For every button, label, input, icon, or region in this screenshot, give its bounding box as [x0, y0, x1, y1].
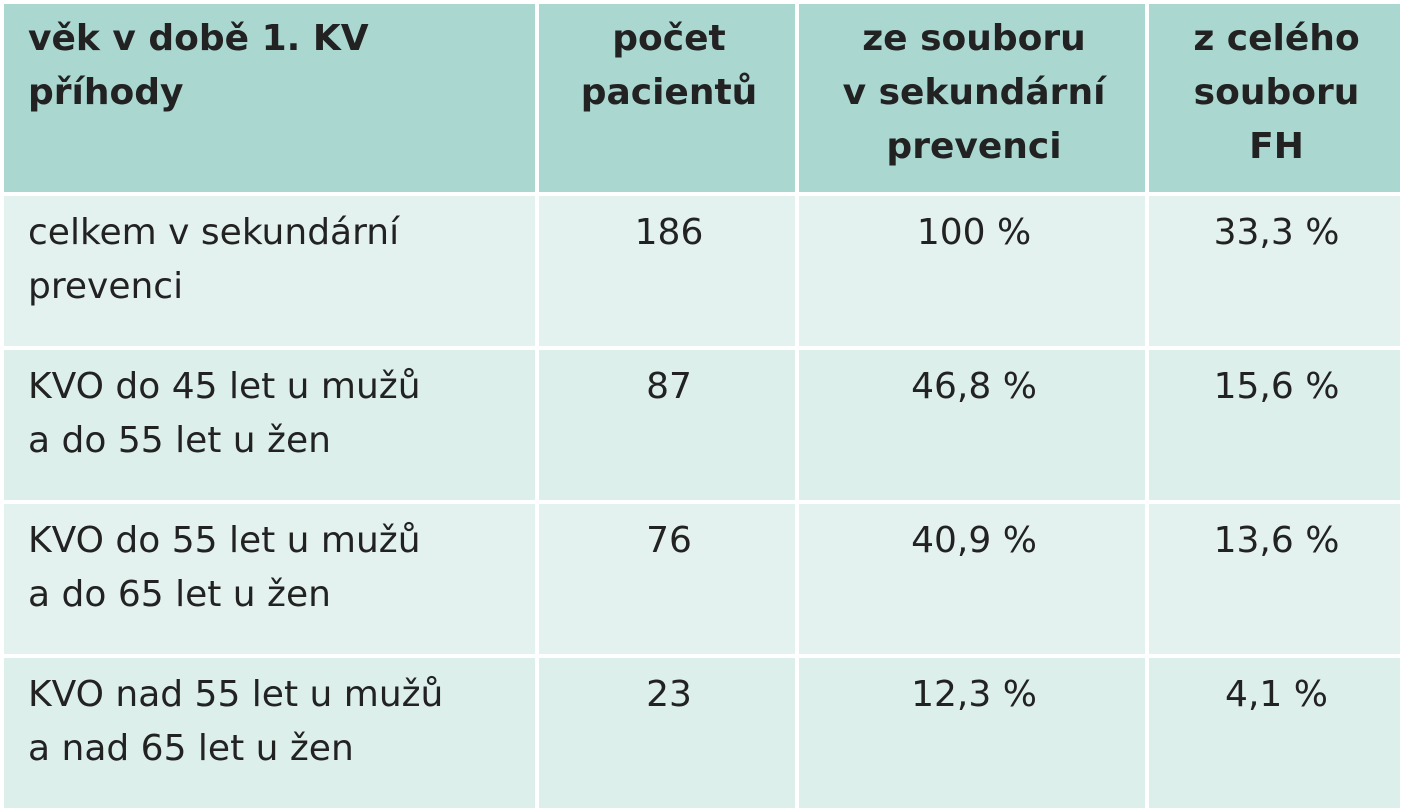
table-cell: 100 % — [795, 192, 1149, 350]
table-cell: 87 — [535, 346, 799, 504]
table-cell: 4,1 % — [1145, 654, 1404, 812]
row-label: celkem v sekundární prevenci — [0, 192, 539, 350]
table-cell: 40,9 % — [795, 500, 1149, 658]
table-row: KVO nad 55 let u mužů a nad 65 let u žen… — [0, 654, 1404, 812]
table-cell: 46,8 % — [795, 346, 1149, 504]
row-label: KVO do 55 let u mužů a do 65 let u žen — [0, 500, 539, 658]
header-cell: věk v době 1. KV příhody — [0, 0, 539, 196]
table-row: KVO do 45 let u mužů a do 55 let u žen 87… — [0, 346, 1404, 504]
table-cell: 76 — [535, 500, 799, 658]
table-cell: 12,3 % — [795, 654, 1149, 812]
table-row: KVO do 55 let u mužů a do 65 let u žen 76… — [0, 500, 1404, 658]
row-label: KVO nad 55 let u mužů a nad 65 let u žen — [0, 654, 539, 812]
row-label: KVO do 45 let u mužů a do 55 let u žen — [0, 346, 539, 504]
table-cell: 15,6 % — [1145, 346, 1404, 504]
table-cell: 33,3 % — [1145, 192, 1404, 350]
header-cell: počet pacientů — [535, 0, 799, 196]
table-cell: 23 — [535, 654, 799, 812]
header-row: věk v době 1. KV příhody počet pacientů ze… — [0, 0, 1404, 196]
table-cell: 13,6 % — [1145, 500, 1404, 658]
table-row: celkem v sekundární prevenci 186 100 % 33,3… — [0, 192, 1404, 350]
table-cell: 186 — [535, 192, 799, 350]
header-cell: z celého souboru FH — [1145, 0, 1404, 196]
header-cell: ze souboru v sekundární prevenci — [795, 0, 1149, 196]
